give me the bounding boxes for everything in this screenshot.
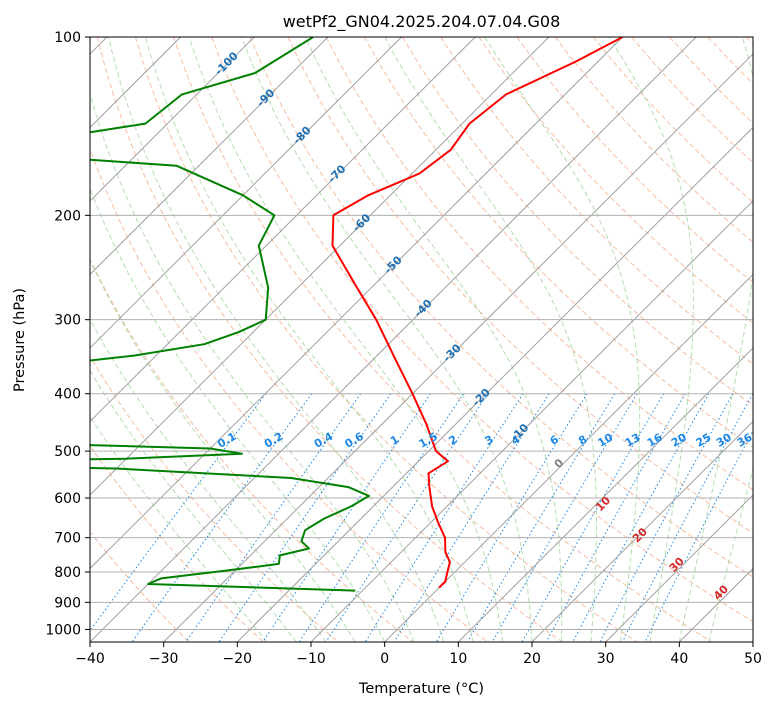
dry-adiabat (478, 37, 753, 324)
mixing-ratio-label: 36 (735, 431, 755, 450)
moist-adiabat (484, 37, 641, 642)
x-tick-label: 40 (670, 651, 688, 667)
temperature-profile-line (331, 37, 624, 589)
mixing-ratio-line (545, 393, 686, 642)
moist-adiabat (90, 259, 356, 642)
x-axis-title: Temperature (°C) (358, 681, 484, 697)
isotherm (605, 494, 753, 642)
dry-adiabat (249, 37, 753, 578)
dry-adiabat (211, 37, 753, 623)
y-tick-label: 800 (54, 565, 81, 581)
x-tick-label: 30 (597, 651, 615, 667)
isotherm (90, 37, 550, 496)
isotherm (236, 126, 753, 642)
moist-adiabat (188, 37, 503, 642)
dry-adiabat (402, 37, 753, 406)
y-tick-label: 600 (54, 491, 81, 507)
isotherm (90, 37, 697, 642)
moist-adiabat (90, 318, 327, 642)
mixing-ratio-line (521, 393, 665, 642)
isotherm (90, 37, 329, 276)
mixing-ratio-line (298, 393, 465, 642)
mixing-ratio-line (364, 393, 524, 642)
moist-adiabat (708, 467, 753, 642)
isotherm (457, 347, 753, 642)
isotherm (163, 53, 753, 642)
dry-adiabat (90, 530, 190, 642)
y-tick-label: 900 (54, 595, 81, 611)
mixing-ratio-line (218, 393, 392, 642)
mixing-ratio-line (262, 393, 432, 642)
x-tick-label: 20 (523, 651, 541, 667)
pressure-gridlines (90, 37, 753, 630)
chart-title: wetPf2_GN04.2025.204.07.04.G08 (283, 12, 561, 32)
dry-adiabat (516, 37, 753, 284)
moist-adiabat (145, 37, 474, 642)
moist-adiabat (384, 37, 597, 642)
isotherm (90, 37, 255, 202)
mixing-ratio-line (644, 429, 753, 642)
isotherm (90, 37, 402, 349)
x-tick-label: 50 (744, 651, 762, 667)
dry-adiabat (363, 37, 753, 448)
mixing-ratio-line (393, 393, 550, 642)
x-tick-label: −20 (223, 651, 253, 667)
dry-adiabat (90, 445, 264, 642)
y-tick-label: 200 (54, 208, 81, 224)
y-tick-label: 1000 (45, 622, 81, 638)
mixing-ratio-line (467, 393, 616, 642)
x-tick-label: −30 (149, 651, 179, 667)
isotherm (384, 273, 753, 642)
moist-adiabat (305, 37, 563, 642)
isotherm (531, 420, 753, 642)
dry-adiabat (90, 258, 414, 642)
y-tick-label: 400 (54, 387, 81, 403)
isotherm (310, 200, 753, 642)
moist-adiabat (608, 37, 695, 642)
plot-frame (89, 36, 754, 643)
moist-adiabat (90, 415, 268, 642)
y-tick-label: 700 (54, 531, 81, 547)
dry-adiabat (90, 147, 488, 642)
mixing-ratio-line (131, 393, 313, 642)
x-tick-label: 0 (380, 651, 389, 667)
moist-adiabat (241, 37, 533, 642)
moist-adiabat (108, 37, 445, 642)
x-axis: −40 −30 −20 −10 0 10 20 30 40 50 (75, 642, 762, 667)
y-tick-label: 500 (54, 444, 81, 460)
x-tick-label: 10 (449, 651, 467, 667)
y-tick-label: 100 (54, 30, 81, 46)
dry-adiabat (134, 37, 638, 642)
moist-adiabat (678, 37, 753, 642)
x-tick-label: −10 (296, 651, 326, 667)
dry-adiabat (173, 37, 712, 642)
y-axis-title: Pressure (hPa) (12, 288, 28, 392)
mixing-ratio-line (435, 393, 588, 642)
dewpoint-profile-line (90, 37, 370, 592)
background-lines (90, 37, 753, 642)
isotherm (90, 37, 476, 423)
y-axis: 100 200 300 400 500 600 700 800 900 1000 (45, 30, 90, 638)
mixing-ratio-line (621, 393, 753, 642)
dry-adiabat (440, 37, 753, 365)
dry-adiabat (96, 37, 563, 642)
x-tick-label: −40 (75, 651, 105, 667)
sounding-series (90, 37, 624, 592)
moist-adiabat (90, 187, 386, 642)
isotherm (90, 37, 623, 570)
y-tick-label: 300 (54, 313, 81, 329)
